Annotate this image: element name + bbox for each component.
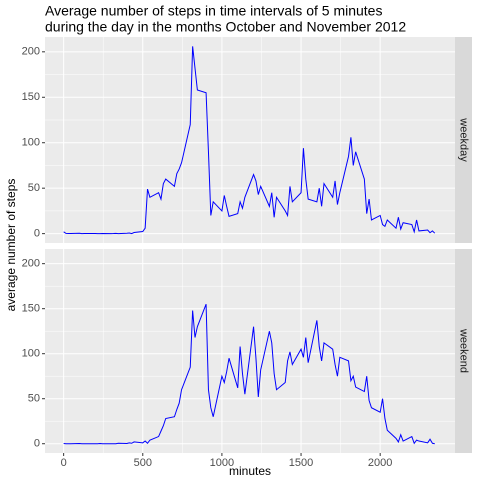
y-tick-label: 150 <box>22 303 40 315</box>
x-tick-label: 2000 <box>368 457 392 469</box>
y-tick-label: 0 <box>34 228 40 240</box>
x-tick-label: 500 <box>134 457 152 469</box>
y-tick-label: 200 <box>22 46 40 58</box>
y-tick-label: 0 <box>34 438 40 450</box>
y-tick-label: 100 <box>22 137 40 149</box>
facet-label: weekend <box>458 328 470 373</box>
y-tick-label: 50 <box>28 393 40 405</box>
y-tick-label: 50 <box>28 182 40 194</box>
x-tick-label: 0 <box>61 457 67 469</box>
y-tick-label: 100 <box>22 348 40 360</box>
x-axis-label: minutes <box>229 464 271 478</box>
facet-label: weekday <box>458 117 470 162</box>
x-tick-label: 1000 <box>210 457 234 469</box>
chart-title: Average number of steps in time interval… <box>45 3 382 19</box>
x-tick-label: 1500 <box>289 457 313 469</box>
facet-strip <box>455 37 472 243</box>
y-tick-label: 150 <box>22 91 40 103</box>
y-axis-label: average number of steps <box>4 179 18 312</box>
data-line <box>63 46 436 235</box>
facet-strip <box>455 249 472 453</box>
data-line <box>63 304 435 445</box>
chart-title: during the day in the months October and… <box>45 19 406 35</box>
panel-background <box>45 37 455 243</box>
y-tick-label: 200 <box>22 258 40 270</box>
